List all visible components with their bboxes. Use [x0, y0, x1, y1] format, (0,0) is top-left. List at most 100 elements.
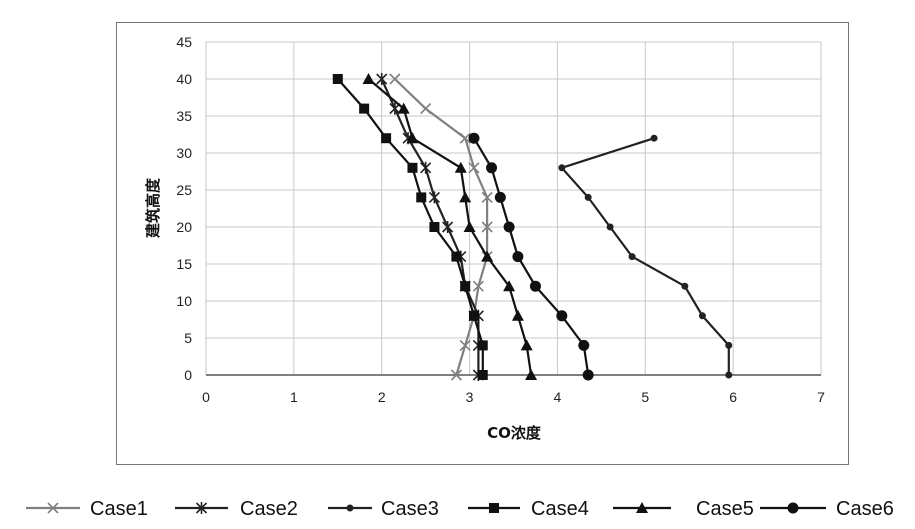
series-point [389, 73, 401, 85]
series-point [556, 310, 568, 322]
series-point [406, 132, 419, 144]
legend-label: Case2 [240, 498, 298, 520]
legend-label: Case1 [90, 498, 148, 520]
y-tick-label: 10 [176, 293, 192, 309]
series-point [520, 339, 533, 351]
legend-label: Case4 [531, 498, 589, 520]
series-point [454, 161, 467, 173]
series-point [468, 132, 480, 144]
legend-item-case2: Case2 [175, 498, 298, 520]
y-tick-label: 20 [176, 219, 192, 235]
legend-item-case1: Case1 [26, 498, 148, 520]
series-point [472, 280, 484, 292]
series-point [468, 310, 479, 321]
series-point [582, 369, 594, 381]
y-axis-title: 建筑高度 [144, 177, 162, 238]
y-tick-label: 0 [184, 367, 192, 383]
x-tick-label: 1 [290, 389, 298, 405]
series-point [489, 503, 499, 513]
series-point [416, 192, 427, 203]
x-tick-label: 3 [466, 389, 474, 405]
grid [205, 41, 822, 376]
series-point [503, 280, 516, 292]
series-point [650, 134, 658, 142]
series-case5 [362, 73, 538, 380]
x-tick-label: 7 [817, 389, 825, 405]
series-case6 [468, 132, 594, 381]
x-tick-label: 6 [729, 389, 737, 405]
series-point [503, 221, 515, 233]
series-point [481, 221, 493, 233]
series-point [468, 162, 480, 174]
series-point [725, 341, 733, 349]
y-tick-label: 5 [184, 330, 192, 346]
series-point [606, 223, 614, 231]
series-point [460, 281, 471, 292]
series-point [511, 309, 524, 321]
legend-item-case4: Case4 [468, 498, 589, 520]
x-tick-label: 5 [641, 389, 649, 405]
series-point [359, 103, 370, 114]
y-tick-label: 25 [176, 182, 192, 198]
series-point [525, 369, 538, 380]
series-point [481, 250, 494, 262]
series-point [195, 502, 208, 514]
x-tick-label: 0 [202, 389, 210, 405]
series-point [407, 162, 418, 173]
series-case4 [332, 74, 488, 380]
series-point [725, 371, 733, 379]
x-axis-title: CO浓度 [487, 424, 542, 442]
series-point [486, 162, 498, 174]
series-group [332, 73, 733, 381]
legend-label: Case3 [381, 498, 439, 520]
series-point [636, 502, 648, 513]
series-point [429, 222, 440, 232]
series-point [477, 370, 488, 380]
legend-item-case6: Case6 [760, 498, 894, 520]
y-tick-label: 45 [176, 34, 192, 50]
series-point [346, 504, 354, 512]
series-point [681, 282, 689, 290]
series-point [420, 103, 432, 115]
series-point [584, 193, 592, 201]
y-tick-label: 15 [176, 256, 192, 272]
legend-label: Case6 [836, 498, 894, 520]
series-point [428, 191, 440, 204]
series-point [529, 280, 541, 292]
legend: Case1 Case2 Case3 Case4 Case5 Case6 [26, 498, 894, 520]
series-point [420, 161, 432, 174]
series-point [459, 191, 472, 203]
legend-label: Case5 [696, 498, 754, 520]
series-point [442, 221, 454, 233]
series-point [459, 132, 471, 144]
chart-frame [116, 22, 849, 465]
x-tick-label: 4 [554, 389, 562, 405]
series-point [494, 191, 506, 203]
series-point [477, 340, 488, 351]
series-point [628, 253, 636, 261]
series-point [332, 74, 343, 84]
series-point [450, 369, 462, 381]
series-point [397, 102, 410, 114]
series-point [512, 251, 524, 263]
series-point [787, 502, 799, 514]
series-point [698, 312, 706, 320]
series-point [381, 133, 392, 144]
series-point [459, 339, 471, 351]
y-tick-label: 30 [176, 145, 192, 161]
y-tick-label: 40 [176, 71, 192, 87]
series-point [558, 164, 566, 172]
legend-item-case5: Case5 [613, 498, 754, 520]
series-point [451, 251, 462, 262]
series-point [463, 221, 476, 232]
series-point [362, 73, 375, 84]
series-case3 [558, 134, 733, 379]
legend-item-case3: Case3 [328, 498, 439, 520]
series-point [376, 73, 388, 85]
x-tick-label: 2 [378, 389, 386, 405]
series-point [578, 339, 590, 351]
series-line [473, 137, 590, 376]
y-tick-label: 35 [176, 108, 192, 124]
